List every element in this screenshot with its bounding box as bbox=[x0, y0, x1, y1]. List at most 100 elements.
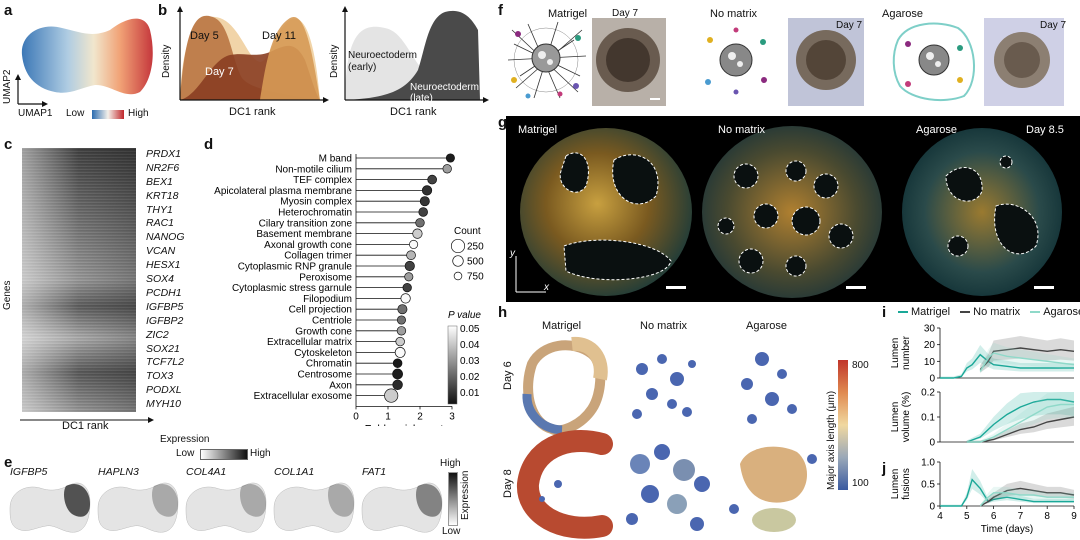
dc1-arrow-c bbox=[20, 417, 154, 423]
count-legend-point bbox=[450, 238, 466, 254]
high-label-e: High bbox=[440, 458, 461, 469]
x-tick-label: 9 bbox=[1071, 511, 1077, 522]
x-tick-label: 5 bbox=[964, 511, 970, 522]
lollipop-point bbox=[392, 358, 403, 368]
legend-swatch bbox=[1030, 311, 1041, 314]
y-tick-label: 20 bbox=[924, 340, 936, 351]
legend-label: No matrix bbox=[973, 306, 1021, 318]
series-band bbox=[940, 469, 1074, 506]
go-term-label: Cell projection bbox=[289, 305, 352, 316]
legend-label: Matrigel bbox=[911, 306, 951, 318]
h-cb-low: 100 bbox=[852, 478, 869, 489]
lollipop-point bbox=[421, 185, 433, 196]
y-axis-title: Lumen bbox=[890, 402, 901, 433]
expression-colorbar-e bbox=[448, 472, 458, 526]
gene-label: BEX1 bbox=[146, 175, 173, 188]
series-band bbox=[940, 345, 1074, 378]
ne-late-label: Neuroectoderm (late) bbox=[410, 82, 479, 104]
lollipop-point bbox=[404, 260, 415, 272]
x-tick-label: 0 bbox=[353, 411, 359, 422]
umap2-label: UMAP2 bbox=[2, 69, 13, 104]
lollipop-point bbox=[412, 228, 423, 239]
dc1-xlabel-right: DC1 rank bbox=[390, 106, 437, 118]
gene-label: TCF7L2 bbox=[146, 356, 184, 369]
go-term-label: Basement membrane bbox=[256, 229, 352, 240]
y-tick-label: 0 bbox=[929, 502, 935, 513]
panel-b-label: b bbox=[158, 2, 168, 19]
g-agarose-organoid bbox=[902, 128, 1062, 296]
gene-label: THY1 bbox=[146, 203, 173, 216]
h-matrigel-title: Matrigel bbox=[542, 320, 582, 332]
lollipop-point bbox=[427, 174, 437, 185]
lollipop-point bbox=[415, 218, 425, 228]
panel-b-density bbox=[177, 6, 489, 103]
g-matrigel-title: Matrigel bbox=[518, 124, 558, 136]
density-ylabel-left: Density bbox=[161, 44, 172, 78]
high-label-c: High bbox=[250, 448, 271, 459]
heatmap bbox=[22, 148, 136, 412]
go-term-label: Extracellular matrix bbox=[267, 337, 352, 348]
go-term-label: Filopodium bbox=[303, 294, 352, 305]
f-agarose-title: Agarose bbox=[882, 8, 923, 20]
y-tick-label: 10 bbox=[924, 357, 936, 368]
go-term-label: Peroxisome bbox=[299, 272, 352, 283]
g-agarose-title: Agarose bbox=[916, 124, 957, 136]
f-day-nomatrix: Day 7 bbox=[836, 20, 863, 31]
go-term-label: Extracellular exosome bbox=[254, 391, 353, 402]
series-line bbox=[966, 398, 1075, 443]
go-term-label: Chromatin bbox=[306, 359, 352, 370]
panel-g-label: g bbox=[498, 114, 508, 131]
pvalue-legend-label: 0.05 bbox=[460, 324, 480, 335]
go-term-label: Axon bbox=[329, 380, 352, 391]
lollipop-point bbox=[406, 250, 416, 261]
gene-label: SOX4 bbox=[146, 273, 175, 286]
g-y-axis: y bbox=[510, 248, 515, 259]
y-tick-label: 30 bbox=[924, 324, 936, 335]
go-term-label: Centrosome bbox=[298, 370, 353, 381]
umap-cloud bbox=[21, 18, 153, 95]
legend-item: Matrigel bbox=[898, 306, 950, 318]
go-term-label: Cytoplasmic RNP granule bbox=[238, 262, 353, 273]
count-legend-title: Count bbox=[454, 226, 481, 237]
series-line bbox=[940, 353, 1074, 379]
legend-item: Agarose bbox=[1030, 306, 1080, 318]
density-left bbox=[177, 6, 329, 103]
panel-i-label: i bbox=[882, 304, 887, 321]
lollipop-point bbox=[395, 336, 405, 347]
count-legend-label: 750 bbox=[467, 272, 484, 283]
f-matrigel-title: Matrigel bbox=[548, 8, 588, 20]
lollipop-point bbox=[402, 282, 412, 293]
g-nomatrix-title: No matrix bbox=[718, 124, 766, 136]
panel-d-label: d bbox=[204, 136, 214, 153]
expression-map: COL4A1 bbox=[182, 466, 268, 538]
legend-swatch bbox=[960, 311, 971, 314]
umap-low-label: Low bbox=[66, 108, 85, 119]
low-label-e: Low bbox=[442, 526, 461, 537]
series-line bbox=[966, 416, 1075, 443]
panel-j-label: j bbox=[882, 460, 887, 477]
pvalue-legend-label: 0.04 bbox=[460, 340, 480, 351]
lollipop-point bbox=[396, 326, 407, 336]
panel-a-umap bbox=[15, 18, 153, 119]
f-nomatrix-title: No matrix bbox=[710, 8, 758, 20]
expression-map-gene: COL4A1 bbox=[186, 466, 227, 478]
panel-c-label: c bbox=[4, 136, 13, 153]
f-day-agarose: Day 7 bbox=[1040, 20, 1067, 31]
count-legend-point bbox=[453, 271, 463, 281]
low-label-c: Low bbox=[176, 448, 195, 459]
lollipop-point bbox=[409, 239, 419, 249]
lollipop-point bbox=[384, 388, 399, 403]
pvalue-colorbar bbox=[447, 325, 458, 405]
series-band bbox=[966, 392, 1074, 442]
lollipop-point bbox=[392, 368, 403, 380]
series-band bbox=[966, 392, 1074, 442]
series-band bbox=[980, 486, 1074, 506]
gene-label: NR2F6 bbox=[146, 161, 180, 174]
expression-map: COL1A1 bbox=[270, 466, 356, 538]
x-tick-label: 4 bbox=[937, 511, 943, 522]
lollipop-point bbox=[394, 347, 406, 358]
go-term-label: Cilary transition zone bbox=[259, 218, 353, 229]
x-tick-label: 2 bbox=[417, 411, 423, 422]
expression-title-e: Expression bbox=[460, 470, 471, 520]
